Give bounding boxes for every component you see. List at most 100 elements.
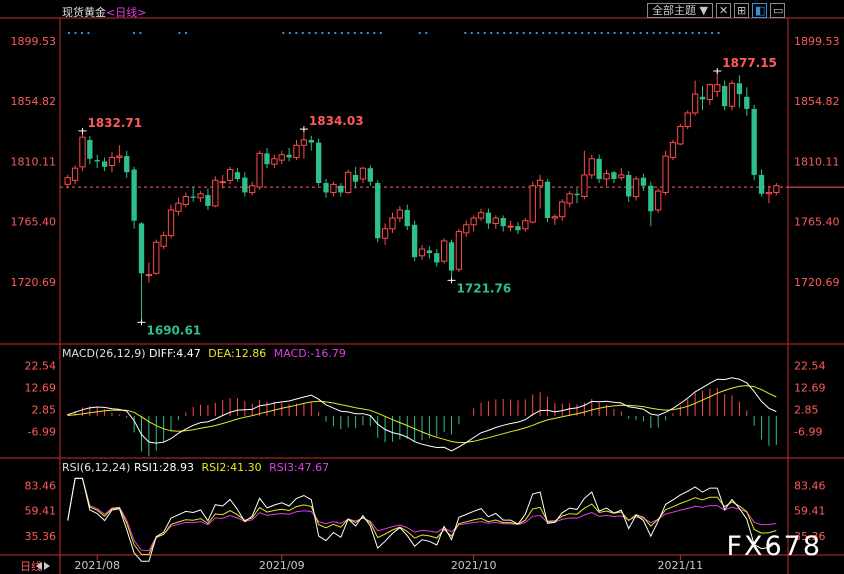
- signal-dot: [509, 32, 512, 34]
- macd-tick-right: -6.99: [794, 425, 822, 438]
- high-label: 1877.15: [722, 56, 777, 70]
- rsi-tick-right: 83.46: [794, 479, 826, 492]
- candle-body-down: [205, 195, 211, 206]
- signal-dot: [600, 32, 603, 34]
- signal-dot: [139, 32, 142, 34]
- candle-body-down: [485, 212, 492, 224]
- signal-dot: [68, 32, 70, 34]
- candle-body-up: [662, 155, 669, 193]
- chart-toolbar: 全部主题 ▼ ✕ ⊞ ◧ ▭: [647, 3, 785, 18]
- watermark: FX678: [726, 531, 822, 562]
- rsi-tick-right: 59.41: [794, 505, 826, 518]
- candle-body-up: [160, 235, 167, 247]
- candle-body-up: [226, 169, 234, 181]
- candle-body-up: [536, 179, 544, 187]
- macd-tick-left: 22.54: [25, 360, 57, 373]
- candle-body-down: [736, 83, 743, 95]
- rsi1-value: RSI1:28.93: [133, 461, 195, 474]
- signal-dot: [334, 32, 337, 34]
- signal-dot: [379, 32, 382, 34]
- signal-dot: [464, 32, 467, 34]
- candle-body-down: [758, 174, 765, 194]
- rsi-tick-left: 59.41: [25, 505, 57, 518]
- candle-body-down: [264, 153, 270, 165]
- candle-body-up: [566, 193, 573, 204]
- signal-dot: [184, 32, 187, 34]
- window-icon[interactable]: ▭: [769, 3, 785, 18]
- candle-body-down: [190, 196, 196, 198]
- signal-dot: [633, 32, 636, 34]
- macd-tick-left: -6.99: [28, 425, 56, 438]
- chevron-down-icon: ▼: [699, 4, 708, 17]
- candle-body-up: [79, 136, 86, 168]
- price-tick-left: 1720.69: [11, 276, 57, 289]
- candle-body-down: [124, 156, 130, 173]
- macd-diff-value: DIFF:4.47: [149, 347, 201, 360]
- candle-body-up: [455, 231, 463, 270]
- candle-body-up: [581, 174, 588, 197]
- period-selector[interactable]: <日线>: [106, 6, 147, 19]
- signal-dot: [301, 32, 304, 34]
- rsi2-line: [67, 477, 777, 556]
- candle-body-down: [316, 142, 322, 184]
- high-label: 1834.03: [309, 114, 364, 128]
- macd-dea-value: DEA:12.86: [208, 347, 267, 360]
- candle-body-up: [655, 190, 662, 211]
- signal-dot: [646, 32, 649, 34]
- candle-body-up: [773, 185, 780, 193]
- price-tick-right: 1765.40: [794, 216, 840, 229]
- signal-dot: [678, 32, 681, 34]
- candle-body-up: [470, 217, 477, 226]
- signal-dot: [327, 32, 330, 34]
- candle-body-up: [389, 217, 396, 230]
- candle-body-up: [167, 209, 175, 237]
- candle-body-up: [212, 179, 219, 207]
- macd-dea-line: [67, 385, 777, 444]
- candle-body-up: [706, 84, 714, 100]
- price-tick-left: 1810.11: [11, 155, 57, 168]
- candle-body-up: [345, 171, 352, 193]
- candle-body-down: [500, 218, 506, 227]
- candle-body-up: [677, 125, 684, 145]
- candle-body-up: [396, 209, 404, 219]
- candle-body-up: [278, 154, 285, 161]
- candle-body-down: [286, 154, 292, 158]
- candle-body-up: [197, 193, 204, 199]
- price-tick-left: 1899.53: [11, 35, 57, 48]
- rsi1-line: [67, 477, 777, 562]
- candle-body-up: [463, 224, 470, 234]
- rsi-params: RSI(6,12,24): [62, 461, 131, 474]
- candle-body-down: [611, 172, 617, 179]
- macd-tick-right: 22.54: [794, 360, 826, 373]
- candle-body-up: [588, 158, 595, 176]
- candle-body-up: [632, 178, 640, 197]
- signal-dot: [282, 32, 285, 34]
- candle-body-down: [596, 158, 602, 179]
- candle-body-up: [300, 139, 308, 146]
- candle-body-up: [492, 217, 499, 224]
- candle-body-up: [271, 158, 278, 165]
- signal-dot: [535, 32, 538, 34]
- candle-body-down: [426, 250, 433, 254]
- candle-body-up: [330, 183, 337, 193]
- signal-dot: [496, 32, 499, 34]
- price-tick-right: 1810.11: [794, 155, 840, 168]
- month-label: 2021/10: [451, 559, 497, 572]
- signal-dot: [607, 32, 610, 34]
- candle-body-up: [691, 93, 699, 114]
- instrument-name: 现货黄金: [62, 6, 106, 19]
- candle-body-down: [699, 96, 706, 100]
- signal-dot: [639, 32, 642, 34]
- panel-left-icon[interactable]: ◧: [751, 3, 767, 18]
- low-label: 1721.76: [457, 281, 512, 295]
- price-tick-right: 1854.82: [794, 95, 840, 108]
- candle-body-down: [404, 209, 410, 227]
- signal-dot: [698, 32, 701, 34]
- signal-dot: [581, 32, 584, 34]
- grid-icon[interactable]: ⊞: [733, 3, 749, 18]
- candle-body-down: [544, 181, 551, 219]
- theme-dropdown[interactable]: 全部主题 ▼: [647, 3, 713, 18]
- signal-dot: [568, 32, 571, 34]
- close-icon[interactable]: ✕: [715, 3, 731, 18]
